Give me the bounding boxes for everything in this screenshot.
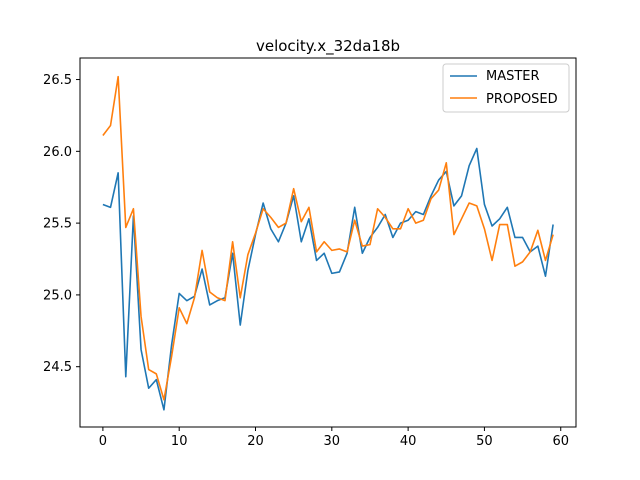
y-tick-label: 25.5 xyxy=(43,217,72,232)
y-tick-label: 26.0 xyxy=(43,145,72,160)
series-line-master xyxy=(102,147,554,411)
y-tick-label: 24.5 xyxy=(43,360,72,375)
x-tick-label: 50 xyxy=(476,434,493,449)
x-tick-label: 30 xyxy=(324,434,341,449)
legend-label-master: MASTER xyxy=(486,69,540,84)
x-tick-label: 0 xyxy=(99,434,107,449)
x-tick-label: 40 xyxy=(400,434,417,449)
series-line-proposed xyxy=(102,75,554,401)
y-axis: 24.5 25.0 25.5 26.0 26.5 xyxy=(43,73,80,375)
x-tick-label: 60 xyxy=(552,434,569,449)
y-tick-label: 25.0 xyxy=(43,288,72,303)
legend-label-proposed: PROPOSED xyxy=(486,92,558,107)
axes-frame xyxy=(79,57,577,428)
plot-area: 0 10 20 30 40 50 60 24.5 25.0 25.5 26.0 26.5 xyxy=(43,57,577,449)
series-lines xyxy=(102,75,554,411)
x-tick-label: 10 xyxy=(171,434,188,449)
chart-title: velocity.x_32da18b xyxy=(256,37,400,56)
legend: MASTER PROPOSED xyxy=(442,63,570,113)
y-tick-label: 26.5 xyxy=(43,73,72,88)
x-tick-label: 20 xyxy=(247,434,264,449)
x-axis: 0 10 20 30 40 50 60 xyxy=(99,427,569,449)
